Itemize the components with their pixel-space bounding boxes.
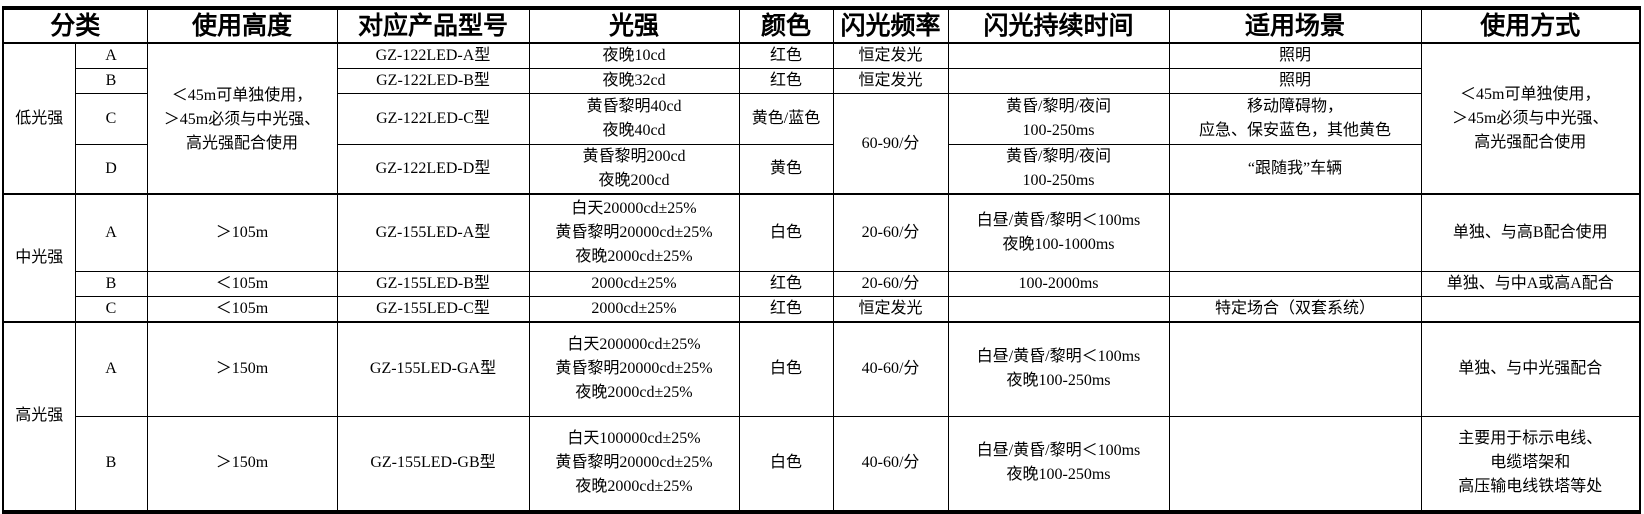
duration-cell: 白昼/黄昏/黎明＜100ms 夜晚100-250ms [947, 416, 1170, 512]
table-row: B ＞150m GZ-155LED-GB型 白天100000cd±25% 黄昏黎… [3, 416, 1641, 512]
sub-cell: B [74, 416, 148, 512]
category-cell: 中光强 [2, 193, 76, 322]
scene-cell: 特定场合（双套系统） [1168, 295, 1422, 322]
frequency-cell: 恒定发光 [832, 68, 949, 94]
color-cell: 红色 [738, 68, 834, 94]
table-row: C ＜105m GZ-155LED-C型 2000cd±25% 红色 恒定发光 … [3, 295, 1641, 322]
table-row: C GZ-122LED-C型 黄昏黎明40cd 夜晚40cd 黄色/蓝色 60-… [3, 93, 1640, 195]
color-cell: 白色 [738, 320, 834, 417]
model-cell: GZ-122LED-A型 [336, 42, 530, 69]
model-cell: GZ-155LED-GB型 [336, 416, 530, 512]
height-cell: ＞150m [146, 320, 338, 417]
duration-cell [947, 295, 1170, 322]
color-cell: 黄色 [738, 144, 834, 195]
usage-cell: 主要用于标示电线、 电缆塔架和 高压输电线铁塔等处 [1420, 416, 1641, 512]
intensity-cell: 黄昏黎明40cd 夜晚40cd [528, 93, 740, 145]
duration-cell [947, 42, 1170, 69]
category-cell: 低光强 [2, 42, 76, 195]
obstruction-light-spec-table: 分类 使用高度 对应产品型号 光强 颜色 闪光频率 闪光持续时间 适用场景 使用… [2, 6, 1641, 514]
sub-cell: C [74, 93, 148, 145]
header-duration: 闪光持续时间 [947, 7, 1170, 44]
model-cell: GZ-122LED-D型 [336, 144, 530, 195]
usage-cell: 单独、与高B配合使用 [1420, 193, 1641, 272]
category-cell: 高光强 [2, 320, 76, 512]
header-category: 分类 [2, 7, 148, 44]
model-cell: GZ-155LED-GA型 [336, 320, 530, 417]
usage-cell: 单独、与中A或高A配合 [1420, 270, 1641, 297]
sub-cell: D [74, 144, 148, 195]
frequency-cell: 20-60/分 [832, 193, 949, 272]
color-cell: 白色 [738, 193, 834, 272]
header-frequency: 闪光频率 [832, 7, 949, 44]
color-cell: 红色 [738, 270, 834, 297]
scene-cell: “跟随我”车辆 [1168, 144, 1422, 195]
intensity-cell: 白天100000cd±25% 黄昏黎明20000cd±25% 夜晚2000cd±… [528, 416, 740, 512]
height-cell: ＞150m [146, 416, 338, 512]
sub-cell: A [74, 320, 148, 417]
sub-cell: B [74, 68, 148, 94]
sub-cell: A [74, 42, 148, 69]
model-cell: GZ-155LED-C型 [336, 295, 530, 322]
intensity-cell: 夜晚32cd [528, 68, 740, 94]
height-cell: ＜45m可单独使用， ＞45m必须与中光强、 高光强配合使用 [146, 42, 338, 195]
header-intensity: 光强 [528, 7, 740, 44]
frequency-cell: 20-60/分 [832, 270, 949, 297]
intensity-cell: 2000cd±25% [528, 295, 740, 322]
intensity-cell: 白天200000cd±25% 黄昏黎明20000cd±25% 夜晚2000cd±… [528, 320, 740, 417]
table-row: B ＜105m GZ-155LED-B型 2000cd±25% 红色 20-60… [3, 270, 1641, 297]
table-row: 低光强 A ＜45m可单独使用， ＞45m必须与中光强、 高光强配合使用 GZ-… [2, 42, 1641, 195]
frequency-cell: 40-60/分 [832, 416, 949, 512]
scene-cell [1168, 270, 1422, 297]
duration-cell: 100-2000ms [947, 270, 1170, 297]
frequency-cell: 恒定发光 [832, 42, 949, 69]
sub-cell: B [74, 270, 148, 297]
table-row: D GZ-122LED-D型 黄昏黎明200cd 夜晚200cd 黄色 黄昏/黎… [3, 144, 1640, 195]
scene-cell [1168, 320, 1422, 417]
intensity-cell: 白天20000cd±25% 黄昏黎明20000cd±25% 夜晚2000cd±2… [528, 193, 740, 272]
usage-cell: 单独、与中光强配合 [1420, 320, 1641, 417]
header-color: 颜色 [738, 7, 834, 44]
header-row: 分类 使用高度 对应产品型号 光强 颜色 闪光频率 闪光持续时间 适用场景 使用… [2, 7, 1641, 44]
duration-cell: 黄昏/黎明/夜间 100-250ms [947, 93, 1170, 145]
height-cell: ＜105m [146, 270, 338, 297]
header-height: 使用高度 [146, 7, 338, 44]
color-cell: 黄色/蓝色 [738, 93, 834, 145]
scene-cell: 照明 [1168, 42, 1422, 69]
color-cell: 红色 [738, 42, 834, 69]
sub-cell: A [74, 193, 148, 272]
header-scene: 适用场景 [1168, 7, 1422, 44]
table-row: 中光强 A ＞105m GZ-155LED-A型 白天20000cd±25% 黄… [2, 193, 1641, 322]
intensity-cell: 黄昏黎明200cd 夜晚200cd [528, 144, 740, 195]
frequency-cell: 40-60/分 [832, 320, 949, 417]
sub-cell: C [74, 295, 148, 322]
table-row: 高光强 A ＞150m GZ-155LED-GA型 白天200000cd±25%… [2, 320, 1641, 512]
table-row: B GZ-122LED-B型 夜晚32cd 红色 恒定发光 照明 [3, 68, 1640, 94]
duration-cell: 白昼/黄昏/黎明＜100ms 夜晚100-250ms [947, 320, 1170, 417]
intensity-cell: 2000cd±25% [528, 270, 740, 297]
intensity-cell: 夜晚10cd [528, 42, 740, 69]
scene-cell [1168, 193, 1422, 272]
duration-cell: 白昼/黄昏/黎明＜100ms 夜晚100-1000ms [947, 193, 1170, 272]
header-model: 对应产品型号 [336, 7, 530, 44]
color-cell: 红色 [738, 295, 834, 322]
model-cell: GZ-155LED-B型 [336, 270, 530, 297]
usage-cell [1420, 295, 1641, 322]
duration-cell [947, 68, 1170, 94]
frequency-cell: 恒定发光 [832, 295, 949, 322]
height-cell: ＞105m [146, 193, 338, 272]
scene-cell: 照明 [1168, 68, 1422, 94]
duration-cell: 黄昏/黎明/夜间 100-250ms [947, 144, 1170, 195]
frequency-cell: 60-90/分 [832, 93, 949, 195]
scene-cell: 移动障碍物， 应急、保安蓝色，其他黄色 [1168, 93, 1422, 145]
color-cell: 白色 [738, 416, 834, 512]
scene-cell [1168, 416, 1422, 512]
model-cell: GZ-122LED-C型 [336, 93, 530, 145]
usage-cell: ＜45m可单独使用， ＞45m必须与中光强、 高光强配合使用 [1420, 42, 1641, 195]
height-cell: ＜105m [146, 295, 338, 322]
header-usage: 使用方式 [1420, 7, 1641, 44]
model-cell: GZ-122LED-B型 [336, 68, 530, 94]
model-cell: GZ-155LED-A型 [336, 193, 530, 272]
